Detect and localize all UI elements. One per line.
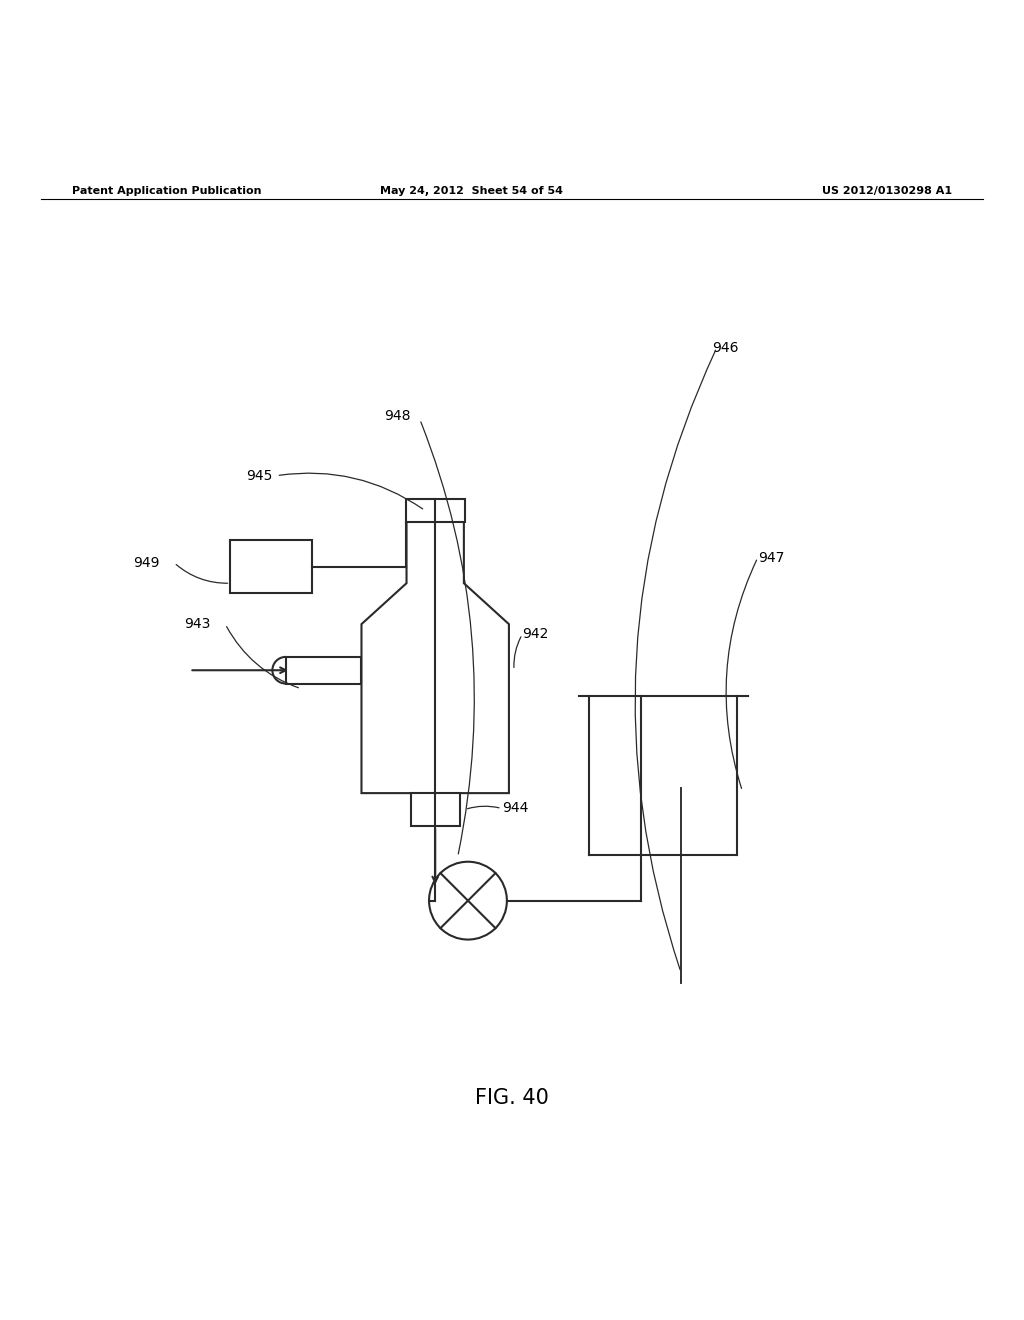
Text: FIG. 40: FIG. 40 bbox=[475, 1088, 549, 1109]
Text: 944: 944 bbox=[502, 801, 528, 816]
Text: 948: 948 bbox=[384, 409, 411, 424]
FancyBboxPatch shape bbox=[230, 540, 312, 594]
FancyBboxPatch shape bbox=[411, 793, 460, 826]
Text: 949: 949 bbox=[133, 556, 160, 570]
Text: 943: 943 bbox=[184, 618, 211, 631]
Text: US 2012/0130298 A1: US 2012/0130298 A1 bbox=[822, 186, 952, 195]
Text: May 24, 2012  Sheet 54 of 54: May 24, 2012 Sheet 54 of 54 bbox=[380, 186, 562, 195]
Text: 945: 945 bbox=[246, 469, 272, 483]
Text: 946: 946 bbox=[712, 341, 738, 355]
Text: Patent Application Publication: Patent Application Publication bbox=[72, 186, 261, 195]
FancyBboxPatch shape bbox=[406, 499, 465, 521]
Text: 947: 947 bbox=[758, 550, 784, 565]
Text: 942: 942 bbox=[522, 627, 549, 642]
FancyBboxPatch shape bbox=[286, 657, 361, 684]
